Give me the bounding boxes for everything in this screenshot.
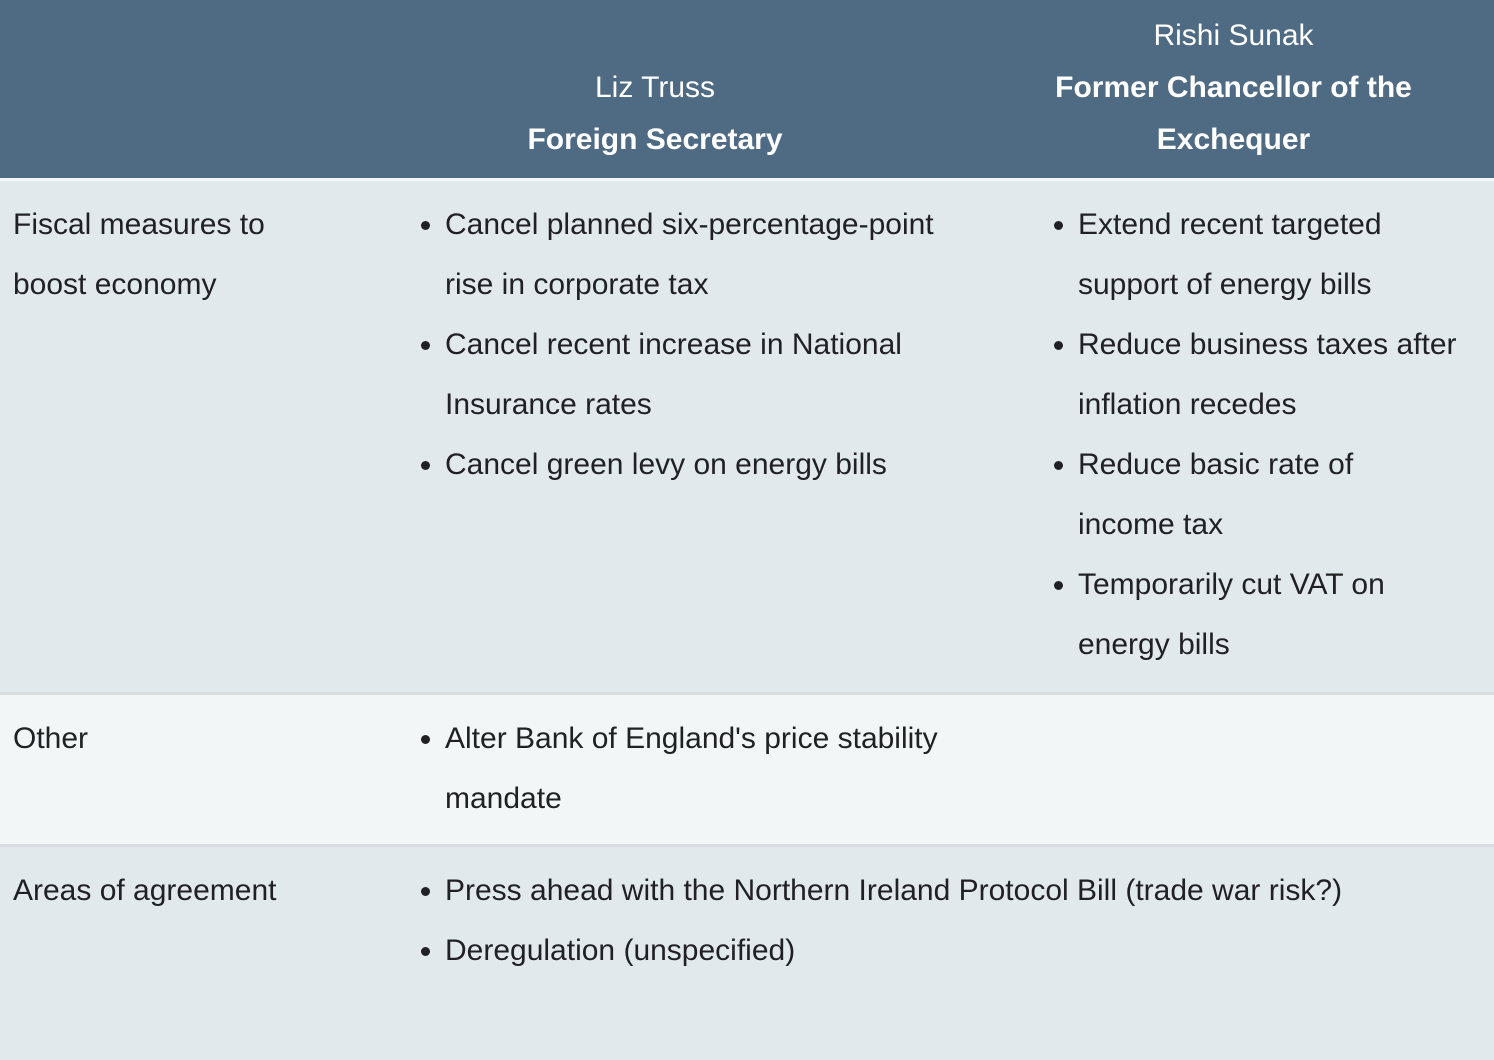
truss-list-other: Alter Bank of England's price stability … — [405, 709, 960, 829]
sunak-list-fiscal: Extend recent targeted support of energy… — [1038, 195, 1458, 675]
list-item: Cancel recent increase in National Insur… — [445, 315, 960, 435]
truss-title: Foreign Secretary — [527, 123, 783, 156]
table-header-row: Liz Truss Foreign Secretary Rishi Sunak … — [0, 0, 1494, 178]
sunak-name: Rishi Sunak — [1153, 19, 1314, 52]
row-other: Other Alter Bank of England's price stab… — [0, 692, 1494, 844]
row-areas-of-agreement: Areas of agreement Press ahead with the … — [0, 844, 1494, 1056]
list-item: Alter Bank of England's price stability … — [445, 709, 960, 829]
truss-list-fiscal: Cancel planned six-percentage-point rise… — [405, 195, 960, 495]
sunak-title: Former Chancellor of the Exchequer — [1055, 71, 1412, 156]
list-item: Reduce basic rate of income tax — [1078, 435, 1458, 555]
header-cell-truss: Liz Truss Foreign Secretary — [337, 0, 973, 178]
header-cell-sunak: Rishi Sunak Former Chancellor of the Exc… — [973, 0, 1494, 178]
row-fiscal-measures: Fiscal measures to boost economy Cancel … — [0, 178, 1494, 692]
header-cell-empty — [0, 0, 337, 178]
truss-cell-other: Alter Bank of England's price stability … — [337, 695, 973, 844]
list-item: Deregulation (unspecified) — [445, 921, 1454, 981]
list-item: Reduce business taxes after inflation re… — [1078, 315, 1458, 435]
truss-name: Liz Truss — [594, 71, 716, 104]
sunak-cell-other-empty — [973, 695, 1494, 844]
list-item: Cancel green levy on energy bills — [445, 435, 960, 495]
row-label-other: Other — [13, 722, 89, 755]
list-item: Cancel planned six-percentage-point rise… — [445, 195, 960, 315]
sunak-cell-fiscal: Extend recent targeted support of energy… — [973, 181, 1494, 692]
shared-cell-agreement: Press ahead with the Northern Ireland Pr… — [337, 847, 1494, 1056]
list-item: Press ahead with the Northern Ireland Pr… — [445, 861, 1454, 921]
list-item: Temporarily cut VAT on energy bills — [1078, 555, 1458, 675]
list-item: Extend recent targeted support of energy… — [1078, 195, 1458, 315]
row-label-agreement: Areas of agreement — [13, 874, 277, 907]
row-label-fiscal: Fiscal measures to boost economy — [13, 208, 265, 301]
shared-list-agreement: Press ahead with the Northern Ireland Pr… — [405, 861, 1454, 981]
truss-cell-fiscal: Cancel planned six-percentage-point rise… — [337, 181, 973, 692]
